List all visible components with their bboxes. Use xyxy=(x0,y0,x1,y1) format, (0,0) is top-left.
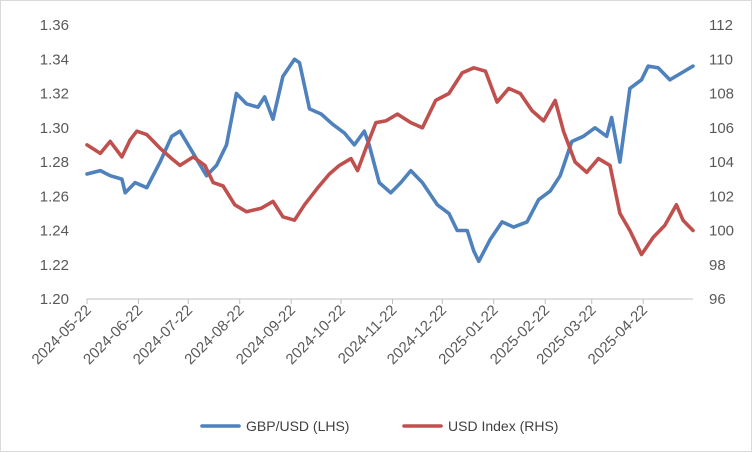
y-right-tick-label: 110 xyxy=(709,51,733,68)
series-lines xyxy=(85,57,695,264)
y-left-tick-label: 1.34 xyxy=(40,51,69,68)
y-left-tick-label: 1.26 xyxy=(40,188,69,205)
axes: 1.20 1.22 1.24 1.26 1.28 1.30 1.32 1.34 1.36 96 98… xyxy=(29,17,734,368)
y-left-tick-label: 1.36 xyxy=(40,17,69,34)
y-left-tick-label: 1.28 xyxy=(40,154,69,171)
y-right-tick-label: 112 xyxy=(709,17,733,34)
y-right-tick-label: 106 xyxy=(709,120,734,137)
y-left-tick-label: 1.30 xyxy=(40,120,69,137)
y-right-tick-label: 108 xyxy=(709,86,734,103)
y-right-tick-label: 98 xyxy=(709,257,726,274)
y-right-tick-label: 102 xyxy=(709,188,734,205)
y-right-tick-label: 104 xyxy=(709,154,734,171)
legend: GBP/USD (LHS) USD Index (RHS) xyxy=(200,418,558,434)
y-left-tick-label: 1.22 xyxy=(40,257,69,274)
y-right-tick-label: 96 xyxy=(709,291,726,308)
legend-label: USD Index (RHS) xyxy=(448,418,558,434)
y-right-tick-label: 100 xyxy=(709,223,734,240)
series-line-usd-index xyxy=(85,66,695,257)
legend-label: GBP/USD (LHS) xyxy=(246,418,349,434)
series-line-gbpusd xyxy=(85,57,695,264)
y-left-tick-label: 1.24 xyxy=(40,223,69,240)
y-left-tick-label: 1.32 xyxy=(40,86,69,103)
y-left-tick-label: 1.20 xyxy=(40,291,69,308)
